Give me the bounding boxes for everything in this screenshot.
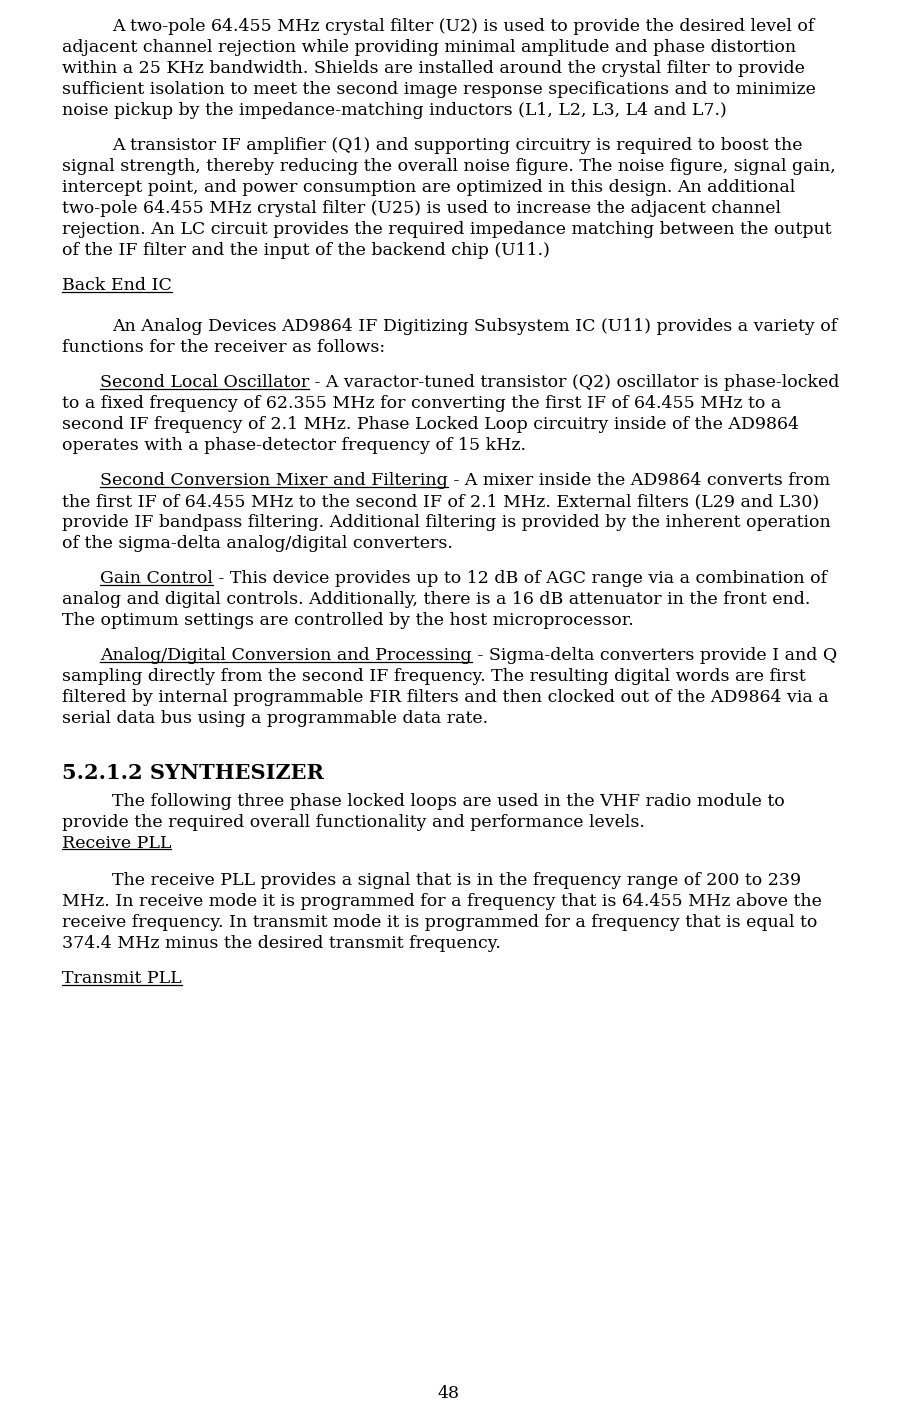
Text: to a fixed frequency of 62.355 MHz for converting the first IF of 64.455 MHz to : to a fixed frequency of 62.355 MHz for c… bbox=[62, 396, 781, 413]
Text: MHz. In receive mode it is programmed for a frequency that is 64.455 MHz above t: MHz. In receive mode it is programmed fo… bbox=[62, 893, 822, 910]
Text: two-pole 64.455 MHz crystal filter (U25) is used to increase the adjacent channe: two-pole 64.455 MHz crystal filter (U25)… bbox=[62, 201, 781, 218]
Text: sufficient isolation to meet the second image response specifications and to min: sufficient isolation to meet the second … bbox=[62, 81, 816, 97]
Text: Gain Control: Gain Control bbox=[100, 571, 213, 588]
Text: within a 25 KHz bandwidth. Shields are installed around the crystal filter to pr: within a 25 KHz bandwidth. Shields are i… bbox=[62, 59, 805, 76]
Text: noise pickup by the impedance-matching inductors (L1, L2, L3, L4 and L7.): noise pickup by the impedance-matching i… bbox=[62, 102, 727, 119]
Text: the first IF of 64.455 MHz to the second IF of 2.1 MHz. External filters (L29 an: the first IF of 64.455 MHz to the second… bbox=[62, 493, 819, 510]
Text: A two-pole 64.455 MHz crystal filter (U2) is used to provide the desired level o: A two-pole 64.455 MHz crystal filter (U2… bbox=[112, 18, 814, 35]
Text: Receive PLL: Receive PLL bbox=[62, 835, 171, 852]
Text: provide IF bandpass filtering. Additional filtering is provided by the inherent : provide IF bandpass filtering. Additiona… bbox=[62, 514, 831, 531]
Text: An Analog Devices AD9864 IF Digitizing Subsystem IC (U11) provides a variety of: An Analog Devices AD9864 IF Digitizing S… bbox=[112, 318, 837, 335]
Text: - A mixer inside the AD9864 converts from: - A mixer inside the AD9864 converts fro… bbox=[448, 472, 830, 489]
Text: Back End IC: Back End IC bbox=[62, 277, 172, 294]
Text: A transistor IF amplifier (Q1) and supporting circuitry is required to boost the: A transistor IF amplifier (Q1) and suppo… bbox=[112, 137, 803, 154]
Text: functions for the receiver as follows:: functions for the receiver as follows: bbox=[62, 339, 385, 356]
Text: adjacent channel rejection while providing minimal amplitude and phase distortio: adjacent channel rejection while providi… bbox=[62, 40, 797, 57]
Text: - A varactor-tuned transistor (Q2) oscillator is phase-locked: - A varactor-tuned transistor (Q2) oscil… bbox=[309, 374, 840, 391]
Text: second IF frequency of 2.1 MHz. Phase Locked Loop circuitry inside of the AD9864: second IF frequency of 2.1 MHz. Phase Lo… bbox=[62, 417, 799, 434]
Text: filtered by internal programmable FIR filters and then clocked out of the AD9864: filtered by internal programmable FIR fi… bbox=[62, 690, 829, 706]
Text: Analog/Digital Conversion and Processing: Analog/Digital Conversion and Processing bbox=[100, 647, 472, 664]
Text: sampling directly from the second IF frequency. The resulting digital words are : sampling directly from the second IF fre… bbox=[62, 668, 806, 685]
Text: rejection. An LC circuit provides the required impedance matching between the ou: rejection. An LC circuit provides the re… bbox=[62, 220, 832, 237]
Text: serial data bus using a programmable data rate.: serial data bus using a programmable dat… bbox=[62, 711, 488, 728]
Text: provide the required overall functionality and performance levels.: provide the required overall functionali… bbox=[62, 814, 645, 831]
Text: The receive PLL provides a signal that is in the frequency range of 200 to 239: The receive PLL provides a signal that i… bbox=[112, 872, 801, 889]
Text: receive frequency. In transmit mode it is programmed for a frequency that is equ: receive frequency. In transmit mode it i… bbox=[62, 914, 817, 931]
Text: The optimum settings are controlled by the host microprocessor.: The optimum settings are controlled by t… bbox=[62, 612, 634, 629]
Text: 5.2.1.2 SYNTHESIZER: 5.2.1.2 SYNTHESIZER bbox=[62, 763, 324, 783]
Text: signal strength, thereby reducing the overall noise figure. The noise figure, si: signal strength, thereby reducing the ov… bbox=[62, 158, 836, 175]
Text: The following three phase locked loops are used in the VHF radio module to: The following three phase locked loops a… bbox=[112, 793, 785, 810]
Text: - This device provides up to 12 dB of AGC range via a combination of: - This device provides up to 12 dB of AG… bbox=[213, 571, 827, 588]
Text: 48: 48 bbox=[438, 1385, 459, 1402]
Text: of the IF filter and the input of the backend chip (U11.): of the IF filter and the input of the ba… bbox=[62, 242, 550, 259]
Text: Second Conversion Mixer and Filtering: Second Conversion Mixer and Filtering bbox=[100, 472, 448, 489]
Text: 374.4 MHz minus the desired transmit frequency.: 374.4 MHz minus the desired transmit fre… bbox=[62, 935, 501, 952]
Text: Transmit PLL: Transmit PLL bbox=[62, 969, 181, 986]
Text: analog and digital controls. Additionally, there is a 16 dB attenuator in the fr: analog and digital controls. Additionall… bbox=[62, 591, 810, 609]
Text: - Sigma-delta converters provide I and Q: - Sigma-delta converters provide I and Q bbox=[472, 647, 837, 664]
Text: of the sigma-delta analog/digital converters.: of the sigma-delta analog/digital conver… bbox=[62, 536, 453, 552]
Text: intercept point, and power consumption are optimized in this design. An addition: intercept point, and power consumption a… bbox=[62, 179, 796, 196]
Text: operates with a phase-detector frequency of 15 kHz.: operates with a phase-detector frequency… bbox=[62, 437, 526, 455]
Text: Second Local Oscillator: Second Local Oscillator bbox=[100, 374, 309, 391]
